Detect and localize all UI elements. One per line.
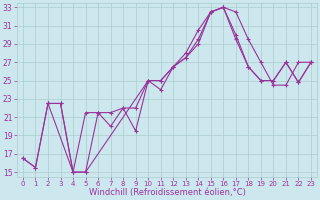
X-axis label: Windchill (Refroidissement éolien,°C): Windchill (Refroidissement éolien,°C) [89,188,245,197]
